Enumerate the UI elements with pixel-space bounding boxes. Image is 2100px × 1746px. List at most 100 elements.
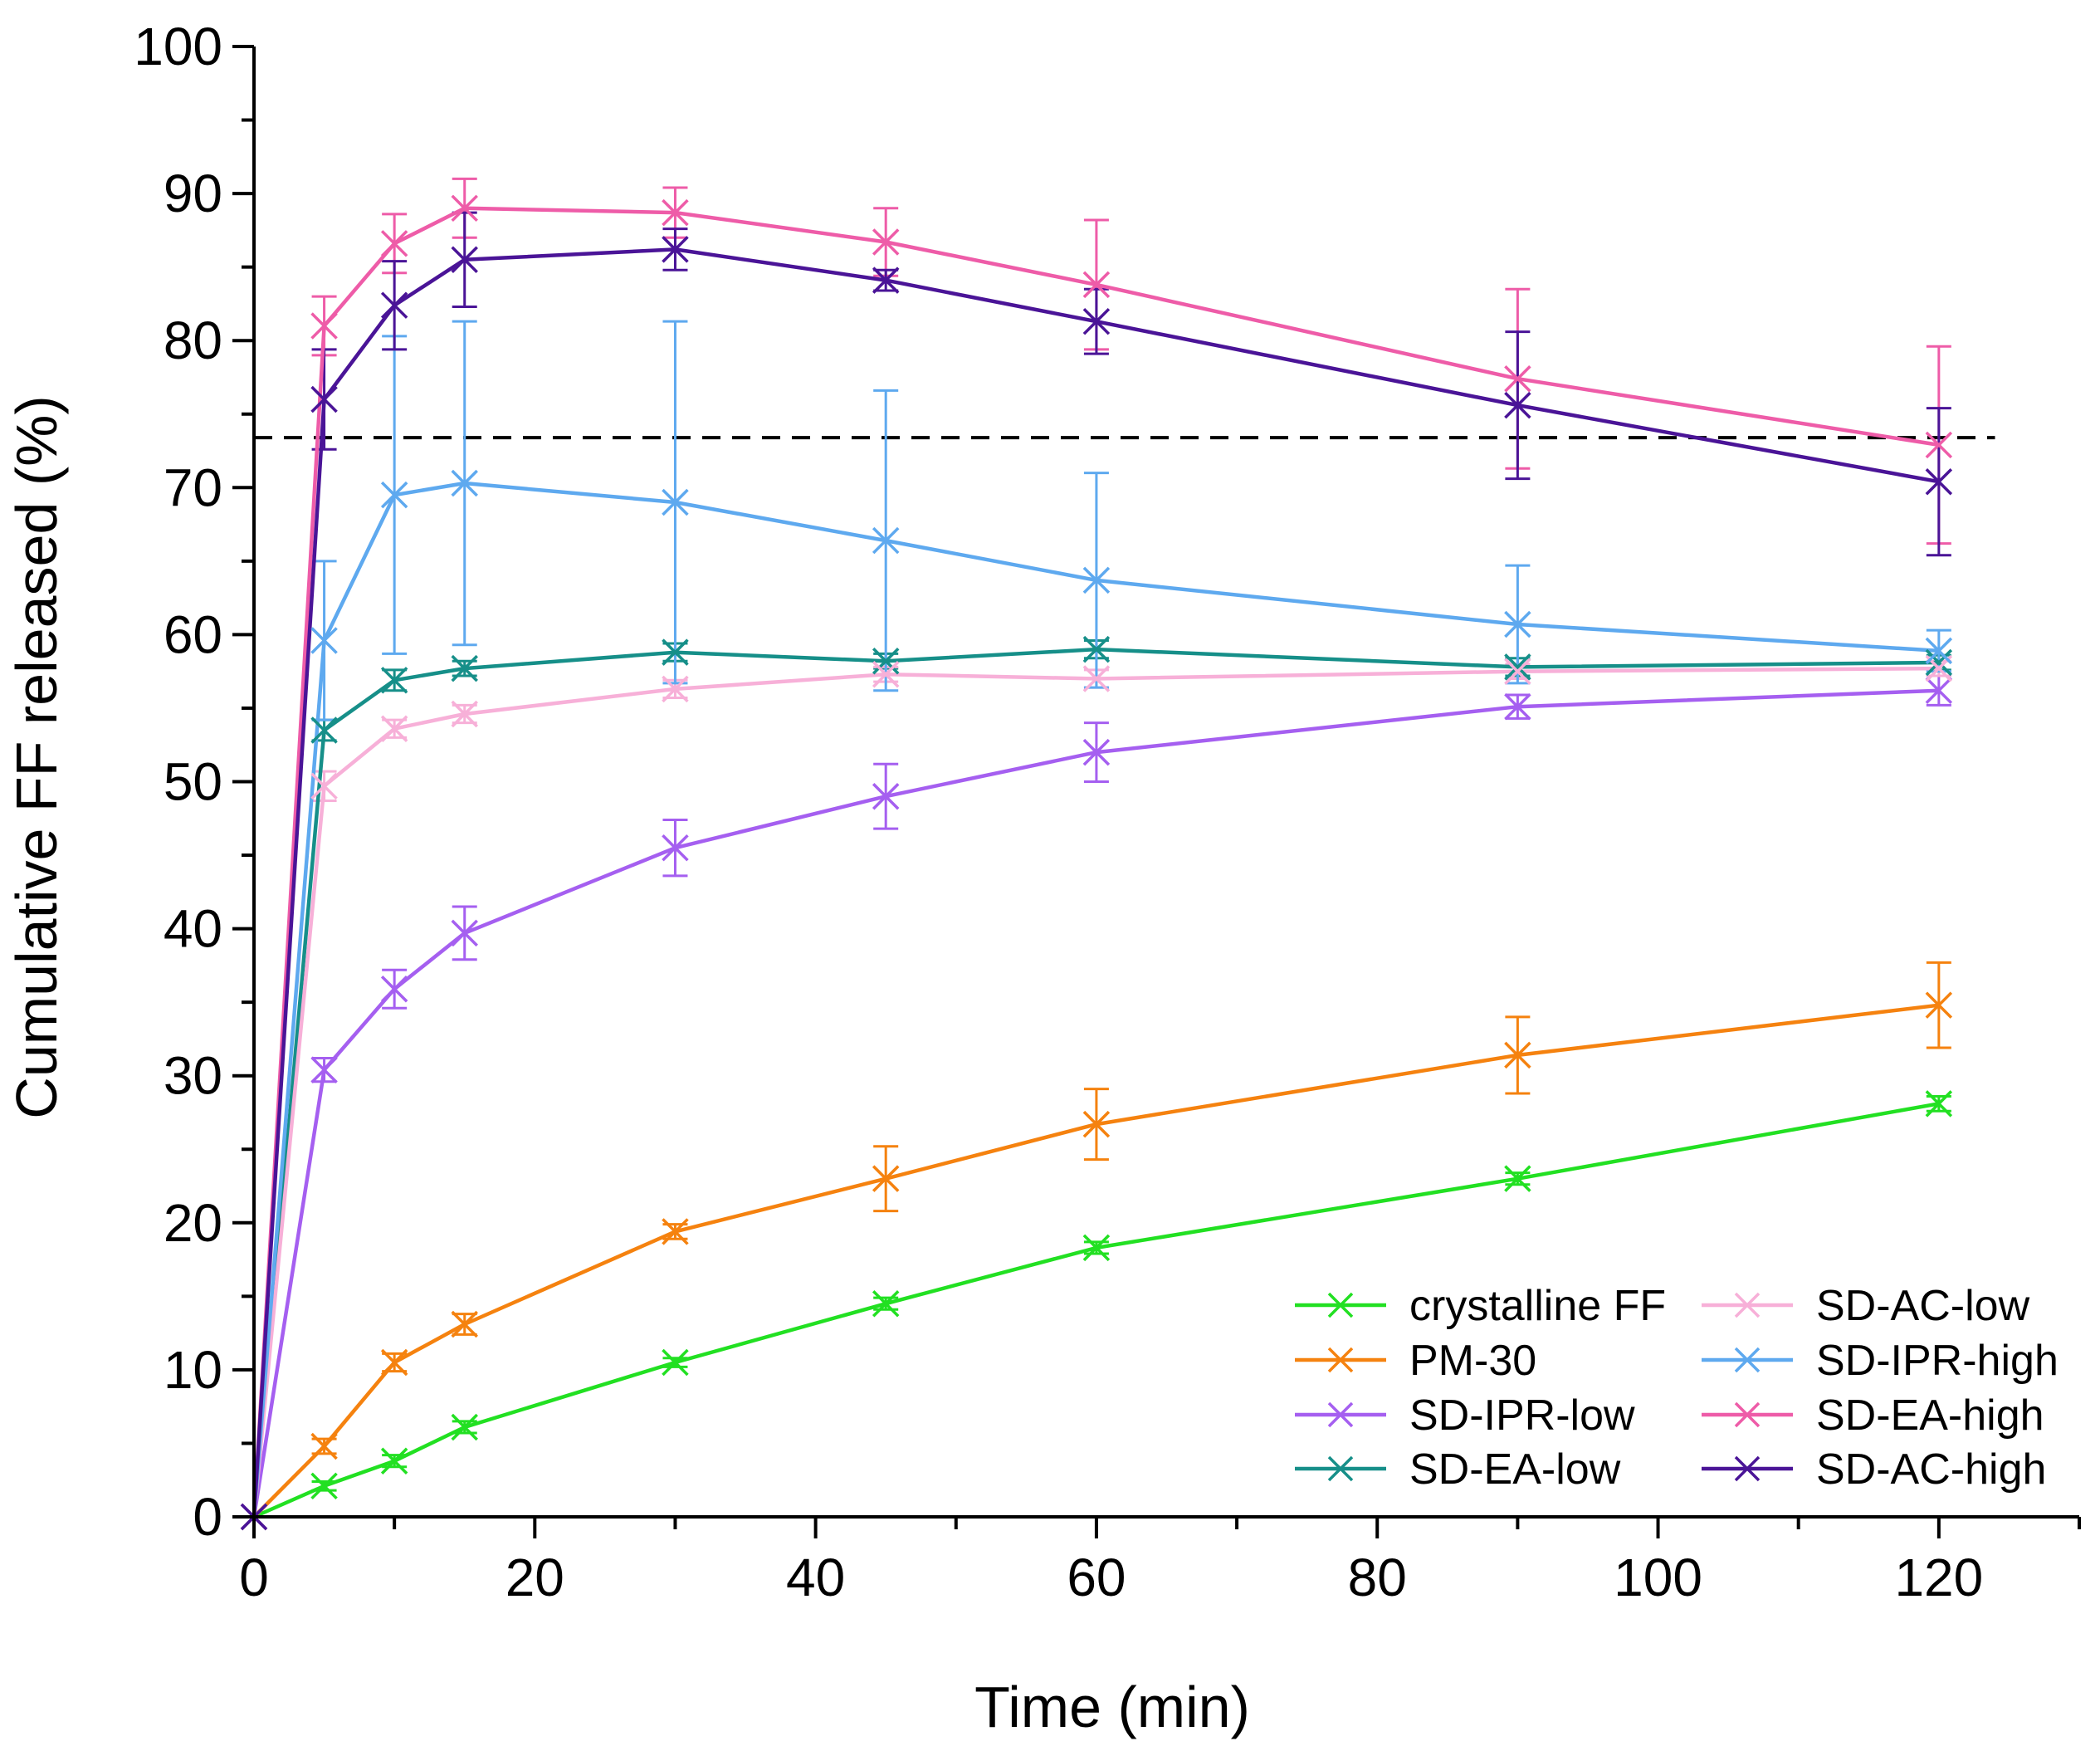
data-point-sd-ea-high-1 <box>310 312 338 340</box>
data-point-sd-ipr-low-4 <box>662 834 689 862</box>
data-point-sd-ea-high-7 <box>1504 365 1531 393</box>
data-point-sd-ac-high-1 <box>310 385 338 413</box>
data-point-sd-ac-low-4 <box>662 675 689 703</box>
data-point-pm-30-3 <box>451 1310 478 1338</box>
data-point-sd-ipr-high-4 <box>662 488 689 516</box>
data-point-sd-ipr-low-3 <box>451 919 478 947</box>
series-line-crystalline-ff <box>253 1102 1940 1519</box>
data-point-sd-ac-high-5 <box>872 267 900 294</box>
data-point-crystalline-ff-8 <box>1925 1090 1953 1118</box>
data-point-sd-ipr-low-6 <box>1082 738 1111 766</box>
data-point-sd-ea-low-2 <box>380 667 408 694</box>
legend-label-sd-ac-low: SD-AC-low <box>1816 1282 2030 1330</box>
x-tick-label-100: 100 <box>1614 1548 1702 1607</box>
data-point-sd-ac-low-7 <box>1504 658 1531 685</box>
data-point-crystalline-ff-2 <box>380 1447 408 1475</box>
x-tick-label-40: 40 <box>786 1548 845 1607</box>
data-point-crystalline-ff-1 <box>310 1472 338 1500</box>
y-tick-label-40: 40 <box>164 899 222 959</box>
legend-marker-sd-ipr-high <box>1734 1347 1761 1373</box>
data-point-sd-ipr-high-5 <box>872 526 900 555</box>
data-point-sd-ea-high-5 <box>872 228 900 256</box>
data-point-sd-ea-low-7 <box>1504 653 1531 681</box>
legend-label-sd-ipr-high: SD-IPR-high <box>1816 1337 2058 1385</box>
x-tick-label-80: 80 <box>1348 1548 1407 1607</box>
y-tick-label-60: 60 <box>164 604 222 664</box>
data-point-sd-ac-low-1 <box>310 772 338 800</box>
x-tick-label-0: 0 <box>239 1548 269 1607</box>
data-point-sd-ipr-low-1 <box>310 1056 338 1083</box>
x-tick-label-60: 60 <box>1067 1548 1126 1607</box>
data-point-crystalline-ff-6 <box>1082 1234 1111 1262</box>
data-point-pm-30-8 <box>1925 991 1953 1019</box>
legend-label-pm-30: PM-30 <box>1409 1337 1536 1385</box>
data-point-sd-ipr-high-6 <box>1082 566 1111 594</box>
data-point-sd-ac-low-6 <box>1082 665 1111 692</box>
data-point-crystalline-ff-5 <box>872 1289 900 1318</box>
data-point-sd-ac-high-4 <box>662 236 689 263</box>
y-tick-label-90: 90 <box>164 164 222 223</box>
legend-label-sd-ea-low: SD-EA-low <box>1409 1445 1621 1494</box>
legend-item-sd-ea-low: SD-EA-low <box>1295 1445 1621 1494</box>
y-axis-title: Cumulative FF released (%) <box>4 395 69 1118</box>
data-point-sd-ac-low-5 <box>872 660 900 688</box>
data-point-sd-ea-high-8 <box>1925 431 1953 459</box>
x-tick-label-20: 20 <box>505 1548 564 1607</box>
legend-item-sd-ea-high: SD-EA-high <box>1702 1391 2044 1440</box>
legend-marker-sd-ac-low <box>1734 1292 1761 1318</box>
x-axis-title: Time (min) <box>974 1675 1250 1739</box>
data-point-sd-ipr-high-3 <box>451 469 478 497</box>
data-point-sd-ac-high-3 <box>451 246 478 274</box>
data-point-pm-30-7 <box>1504 1041 1531 1069</box>
data-point-sd-ea-low-3 <box>451 654 478 682</box>
x-tick-label-120: 120 <box>1894 1548 1983 1607</box>
data-point-sd-ac-high-2 <box>380 291 408 319</box>
series-line-pm-30 <box>252 1003 1940 1519</box>
y-tick-label-10: 10 <box>164 1340 222 1400</box>
legend-label-sd-ipr-low: SD-IPR-low <box>1409 1391 1635 1440</box>
legend-marker-pm-30 <box>1327 1347 1354 1373</box>
data-point-pm-30-4 <box>662 1218 689 1245</box>
legend-item-sd-ac-high: SD-AC-high <box>1702 1445 2046 1494</box>
legend-item-sd-ac-low: SD-AC-low <box>1702 1282 2030 1330</box>
data-point-sd-ea-high-2 <box>380 230 408 257</box>
data-point-sd-ac-low-3 <box>451 700 478 728</box>
data-point-sd-ac-low-2 <box>380 715 408 742</box>
data-point-sd-ipr-low-5 <box>872 782 900 810</box>
legend-label-crystalline-ff: crystalline FF <box>1409 1282 1666 1330</box>
data-point-sd-ac-high-7 <box>1504 391 1531 419</box>
data-point-sd-ipr-high-1 <box>310 627 338 654</box>
y-tick-label-50: 50 <box>164 752 222 812</box>
data-point-crystalline-ff-4 <box>662 1348 689 1377</box>
legend-item-pm-30: PM-30 <box>1295 1337 1536 1385</box>
data-point-sd-ac-high-8 <box>1925 467 1953 496</box>
y-tick-label-0: 0 <box>193 1487 222 1547</box>
legend-marker-sd-ac-high <box>1734 1455 1761 1482</box>
y-tick-label-100: 100 <box>134 17 222 76</box>
legend-item-sd-ipr-low: SD-IPR-low <box>1295 1391 1635 1440</box>
y-tick-label-80: 80 <box>164 311 222 370</box>
data-point-sd-ipr-high-7 <box>1504 610 1531 638</box>
data-point-crystalline-ff-7 <box>1504 1165 1531 1192</box>
data-point-sd-ipr-low-7 <box>1504 692 1531 721</box>
y-tick-label-20: 20 <box>164 1193 222 1253</box>
data-point-sd-ea-low-4 <box>662 638 689 666</box>
legend-marker-sd-ipr-low <box>1327 1401 1354 1428</box>
legend-label-sd-ea-high: SD-EA-high <box>1816 1391 2044 1440</box>
data-point-sd-ipr-low-2 <box>380 975 408 1003</box>
y-tick-label-30: 30 <box>164 1046 222 1106</box>
data-point-pm-30-1 <box>310 1432 338 1460</box>
legend-marker-crystalline-ff <box>1327 1292 1354 1318</box>
data-point-sd-ipr-high-8 <box>1925 637 1953 665</box>
data-point-pm-30-5 <box>872 1165 900 1192</box>
data-point-sd-ea-high-6 <box>1082 271 1111 299</box>
data-point-crystalline-ff-3 <box>451 1413 478 1441</box>
data-point-sd-ipr-high-2 <box>380 481 408 509</box>
data-point-pm-30-2 <box>380 1348 408 1377</box>
data-point-sd-ea-high-3 <box>451 194 478 223</box>
data-point-sd-ipr-low-8 <box>1925 677 1953 704</box>
y-tick-label-70: 70 <box>164 457 222 517</box>
data-point-sd-ea-low-1 <box>310 716 338 744</box>
legend-item-sd-ipr-high: SD-IPR-high <box>1702 1337 2058 1385</box>
